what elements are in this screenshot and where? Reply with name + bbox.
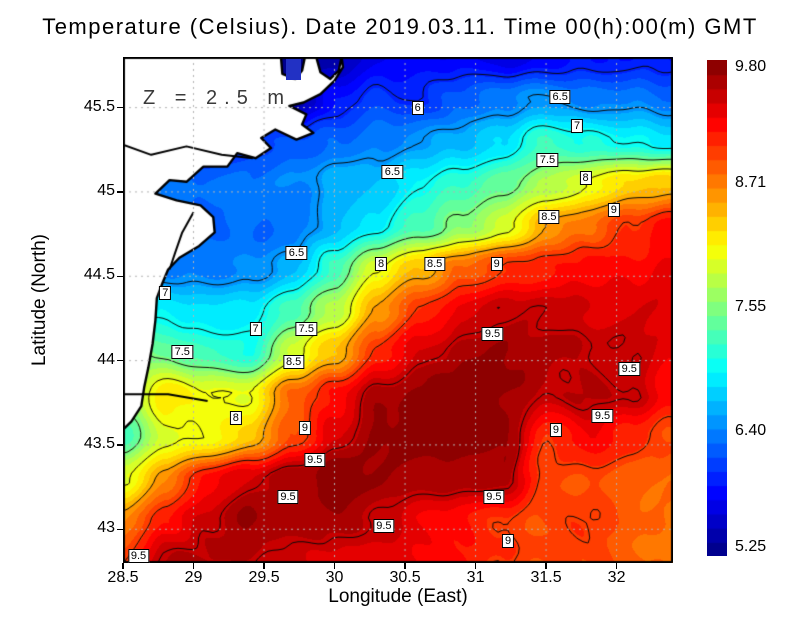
colorbar [707, 60, 727, 556]
x-axis-tick [192, 563, 195, 569]
x-tick-label: 31 [466, 569, 485, 586]
y-tick-label: 43.5 [83, 434, 115, 452]
x-axis-tick [615, 563, 618, 569]
y-tick-label: 45 [97, 181, 115, 199]
plot-title: Temperature (Celsius). Date 2019.03.11. … [42, 14, 758, 39]
colorbar-tick-label: 5.25 [735, 538, 767, 556]
y-tick-label: 44.5 [83, 266, 115, 284]
x-tick-label: 29 [184, 569, 203, 586]
y-axis-tick [117, 359, 123, 362]
y-axis-tick [117, 444, 123, 446]
colorbar-tick-label: 9.80 [735, 57, 767, 75]
y-axis-label: Latitude (North) [29, 234, 50, 367]
y-axis-tick [117, 106, 123, 109]
y-axis-tick [117, 275, 123, 278]
y-axis-tick [117, 191, 123, 193]
x-tick-label: 29.5 [248, 569, 280, 586]
colorbar-tick-label: 8.71 [735, 174, 767, 191]
x-tick-label: 30 [325, 569, 344, 586]
x-axis-tick [474, 563, 477, 569]
x-axis-tick [263, 563, 265, 569]
x-axis-tick [545, 563, 547, 569]
x-tick-label: 28.5 [107, 569, 139, 586]
x-tick-label: 32 [607, 569, 626, 586]
x-tick-label: 31.5 [530, 569, 562, 586]
x-tick-label: 30.5 [389, 569, 421, 586]
x-axis-tick [333, 563, 336, 569]
y-tick-label: 43 [97, 519, 115, 537]
temperature-field-canvas [123, 57, 673, 563]
x-axis-label: Longitude (East) [328, 586, 468, 607]
colorbar-tick-label: 7.55 [735, 298, 767, 315]
y-tick-label: 44 [97, 350, 115, 368]
y-axis-tick [117, 528, 123, 531]
colorbar-tick-label: 6.40 [735, 422, 767, 439]
y-tick-label: 45.5 [83, 97, 115, 115]
x-axis-tick [404, 563, 406, 569]
x-axis-tick [122, 563, 124, 569]
